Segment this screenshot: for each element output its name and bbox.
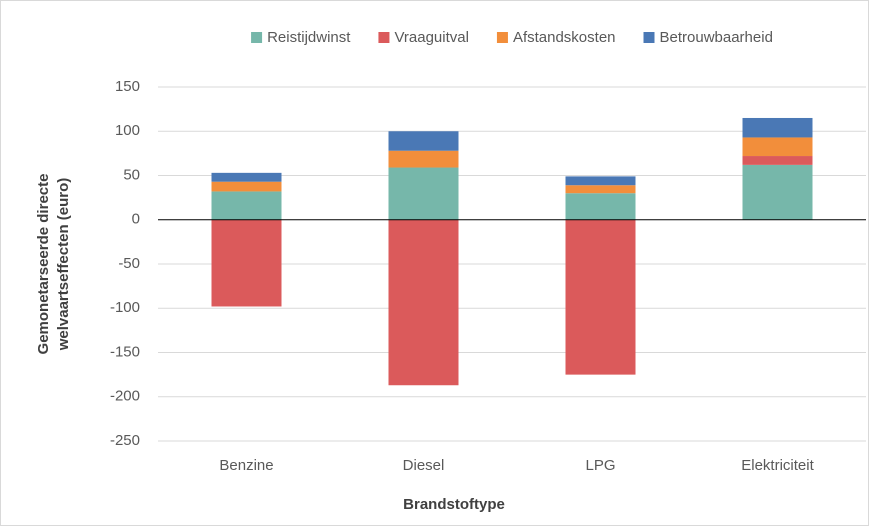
bar-segment — [388, 150, 459, 168]
bar-segment — [388, 219, 459, 386]
legend-label: Reistijdwinst — [267, 29, 351, 46]
legend-swatch — [643, 32, 655, 43]
bar-segment — [565, 176, 636, 186]
y-axis-title-line: Gemonetarseerde directe — [35, 174, 52, 355]
y-tick-label: 100 — [115, 122, 140, 139]
y-tick-label: -100 — [110, 299, 140, 316]
y-axis-title: Gemonetarseerde directe welvaartseffecte… — [35, 174, 72, 355]
bar-segment — [211, 181, 282, 192]
x-tick-label: Elektriciteit — [741, 457, 814, 474]
bar-segment — [742, 117, 813, 138]
y-tick-label: 150 — [115, 78, 140, 95]
bar-segment — [565, 185, 636, 194]
bar-segment — [388, 167, 459, 220]
bar-segment — [742, 137, 813, 157]
legend-swatch — [496, 32, 508, 43]
y-axis-title-line: welvaartseffecten (euro) — [55, 178, 72, 352]
x-tick-label: LPG — [585, 457, 615, 474]
y-tick-label: 0 — [132, 211, 140, 228]
bar-segment — [388, 131, 459, 151]
bar-segment — [565, 193, 636, 220]
legend-label: Betrouwbaarheid — [660, 29, 773, 46]
x-axis-title: Brandstoftype — [403, 496, 505, 513]
x-tick-label: Benzine — [219, 457, 273, 474]
legend-label: Vraaguitval — [394, 29, 469, 46]
legend-label: Afstandskosten — [513, 29, 616, 46]
x-tick-label: Diesel — [403, 457, 445, 474]
y-tick-label: -150 — [110, 343, 140, 360]
bar-segment — [565, 219, 636, 375]
legend-swatch — [378, 32, 390, 43]
bar-segment — [211, 219, 282, 307]
y-tick-label: -200 — [110, 388, 140, 405]
bar-segment — [742, 164, 813, 220]
bar-segment — [211, 191, 282, 220]
bar-segment — [211, 172, 282, 182]
y-tick-label: -250 — [110, 432, 140, 449]
y-tick-label: 50 — [123, 166, 140, 183]
legend-swatch — [251, 32, 263, 43]
bar-segment — [742, 156, 813, 165]
y-tick-label: -50 — [118, 255, 140, 272]
